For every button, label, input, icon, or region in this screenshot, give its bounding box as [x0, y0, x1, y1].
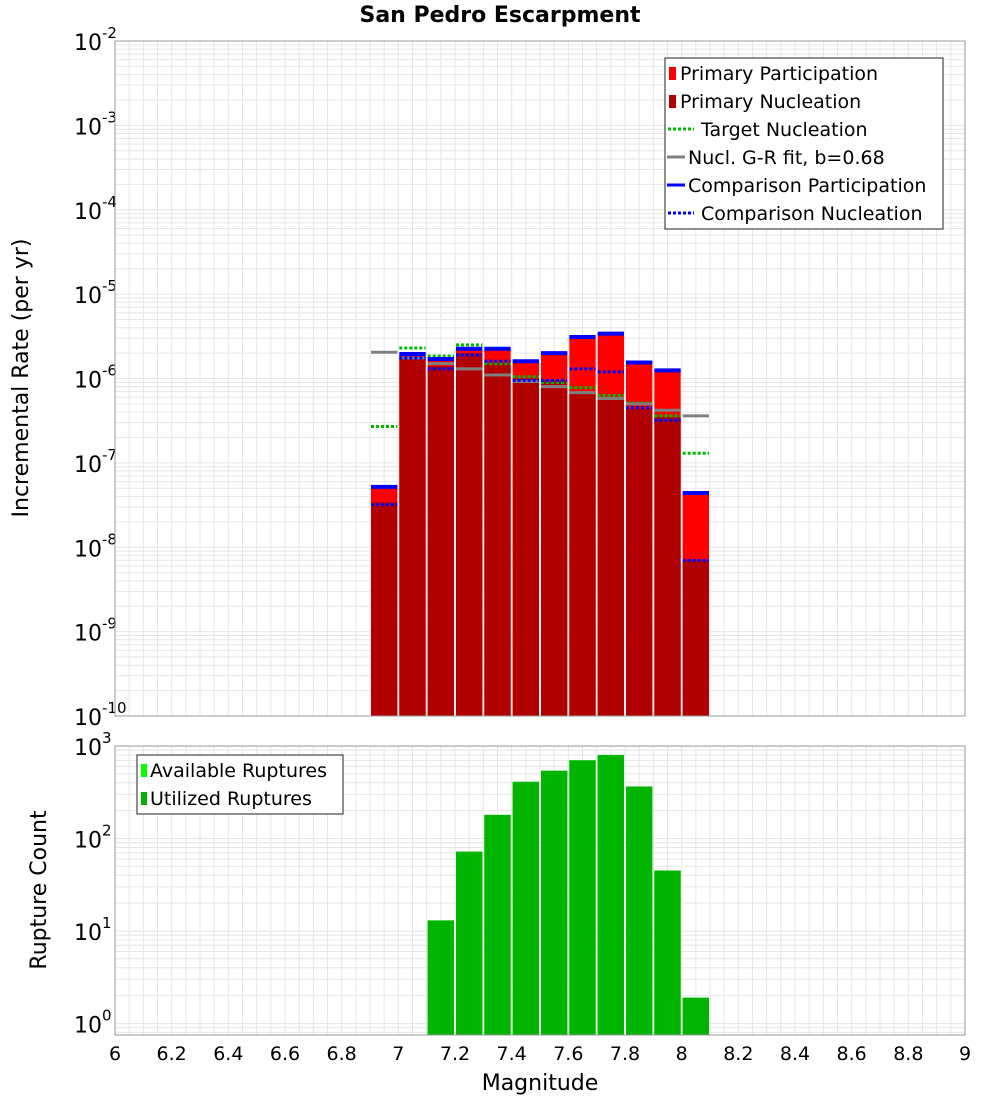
- x-tick-label: 7.8: [610, 1043, 640, 1065]
- legend-label-target-nucleation: Target Nucleation: [700, 119, 868, 141]
- top-y-tick-exponent: -2: [102, 24, 117, 42]
- top-y-tick-base: 10: [74, 622, 102, 647]
- top-y-tick-base: 10: [74, 115, 102, 140]
- x-tick-labels: 6 6.2 6.4 6.6 6.8 7 7.2 7.4 7.6 7.8 8 8.2 8.4 8.6 8.8 9: [109, 1043, 971, 1065]
- bottom-y-tick-base: 10: [74, 921, 102, 946]
- x-tick-label: 6.6: [270, 1043, 300, 1065]
- x-tick-label: 8: [676, 1043, 688, 1065]
- x-tick-label: 8.4: [780, 1043, 810, 1065]
- top-y-tick-exponent: -8: [102, 530, 117, 548]
- x-tick-label: 8.6: [837, 1043, 867, 1065]
- top-y-tick-base: 10: [74, 537, 102, 562]
- x-tick-label: 8.8: [893, 1043, 923, 1065]
- top-y-tick-exponent: -5: [102, 277, 117, 295]
- legend-label-comparison-participation: Comparison Participation: [688, 175, 926, 197]
- utilized-ruptures-bar: [512, 781, 539, 1035]
- top-legend-box: [664, 57, 944, 230]
- primary-nucleation-bar: [456, 353, 483, 716]
- legend-swatch-primary-participation: [669, 67, 676, 80]
- top-y-tick-exponent: -4: [102, 193, 117, 211]
- bottom-y-tick-exponent: 1: [102, 914, 112, 932]
- utilized-ruptures-bar: [541, 770, 568, 1035]
- x-tick-label: 8.2: [723, 1043, 753, 1065]
- legend-label-primary-participation: Primary Participation: [680, 63, 878, 85]
- top-legend: Primary Participation Primary Nucleation T…: [664, 57, 944, 230]
- bottom-y-tick-base: 10: [74, 828, 102, 853]
- utilized-ruptures-bar: [626, 786, 653, 1035]
- utilized-ruptures-bar: [597, 754, 624, 1035]
- x-tick-label: 6.4: [213, 1043, 243, 1065]
- primary-nucleation-bar: [682, 560, 709, 716]
- primary-nucleation-bar: [597, 397, 624, 716]
- bottom-y-tick-exponent: 2: [102, 821, 112, 839]
- utilized-ruptures-bar: [654, 870, 681, 1035]
- top-y-tick-base: 10: [74, 200, 102, 225]
- top-plot-frame: [114, 40, 966, 717]
- top-y-tick-base: 10: [74, 284, 102, 309]
- top-y-tick-exponent: -9: [102, 615, 117, 633]
- legend-swatch-primary-nucleation: [669, 95, 676, 108]
- top-plot-area: 10-210-310-410-510-610-710-810-910 -10Pri…: [74, 24, 966, 731]
- utilized-ruptures-bar: [427, 920, 454, 1035]
- top-y-tick-exponent: -3: [102, 108, 117, 126]
- primary-nucleation-bar: [399, 356, 426, 716]
- x-tick-label: 6: [109, 1043, 121, 1065]
- top-y-tick-exponent: -7: [102, 446, 117, 464]
- primary-nucleation-bar: [484, 363, 511, 716]
- legend-label-comparison-nucleation: Comparison Nucleation: [701, 203, 923, 225]
- legend-swatch-utilized-ruptures: [141, 792, 147, 805]
- legend-label-available-ruptures: Available Ruptures: [150, 760, 327, 782]
- legend-label-utilized-ruptures: Utilized Ruptures: [150, 788, 312, 810]
- utilized-ruptures-bar: [682, 997, 709, 1035]
- x-tick-label: 7.2: [440, 1043, 470, 1065]
- legend-label-nucl-g-r-fit-b-0-68: Nucl. G-R fit, b=0.68: [688, 147, 885, 169]
- top-y-tick-exponent: -6: [102, 362, 117, 380]
- primary-nucleation-bar: [654, 416, 681, 716]
- utilized-ruptures-bar: [569, 760, 596, 1035]
- bottom-y-tick-base: 10: [74, 736, 102, 761]
- primary-nucleation-bar: [371, 502, 398, 716]
- utilized-ruptures-bar: [484, 814, 511, 1035]
- utilized-ruptures-bar: [456, 851, 483, 1035]
- x-tick-label: 6.8: [327, 1043, 357, 1065]
- x-axis-label: Magnitude: [482, 1071, 599, 1096]
- x-tick-label: 9: [959, 1043, 971, 1065]
- primary-nucleation-bar: [512, 378, 539, 716]
- top-y-tick-exponent: -10: [102, 699, 127, 717]
- x-tick-label: 7.4: [497, 1043, 527, 1065]
- x-tick-label: 7: [392, 1043, 404, 1065]
- bottom-plot-frame: [114, 745, 966, 1036]
- x-tick-label: 6.2: [157, 1043, 187, 1065]
- bottom-y-tick-exponent: 0: [102, 1006, 112, 1024]
- top-y-axis-label: Incremental Rate (per yr): [9, 239, 34, 518]
- x-tick-label: 7.6: [553, 1043, 583, 1065]
- chart-title: San Pedro Escarpment: [359, 3, 641, 28]
- bottom-y-axis-label: Rupture Count: [27, 810, 52, 970]
- top-y-tick-base: 10: [74, 369, 102, 394]
- primary-nucleation-bar: [569, 391, 596, 716]
- primary-nucleation-bar: [626, 408, 653, 716]
- bottom-y-tick-base: 10: [74, 1013, 102, 1038]
- bottom-legend-box: [136, 754, 344, 815]
- top-y-tick-base: 10: [74, 31, 102, 56]
- primary-nucleation-bar: [427, 366, 454, 716]
- legend-swatch-available-ruptures: [141, 764, 147, 777]
- legend-label-primary-nucleation: Primary Nucleation: [680, 91, 861, 113]
- primary-nucleation-bar: [541, 380, 568, 716]
- bottom-y-tick-exponent: 3: [102, 729, 112, 747]
- bottom-legend: Available Ruptures Utilized Ruptures: [136, 754, 344, 815]
- top-y-tick-base: 10: [74, 706, 102, 731]
- top-y-tick-base: 10: [74, 453, 102, 478]
